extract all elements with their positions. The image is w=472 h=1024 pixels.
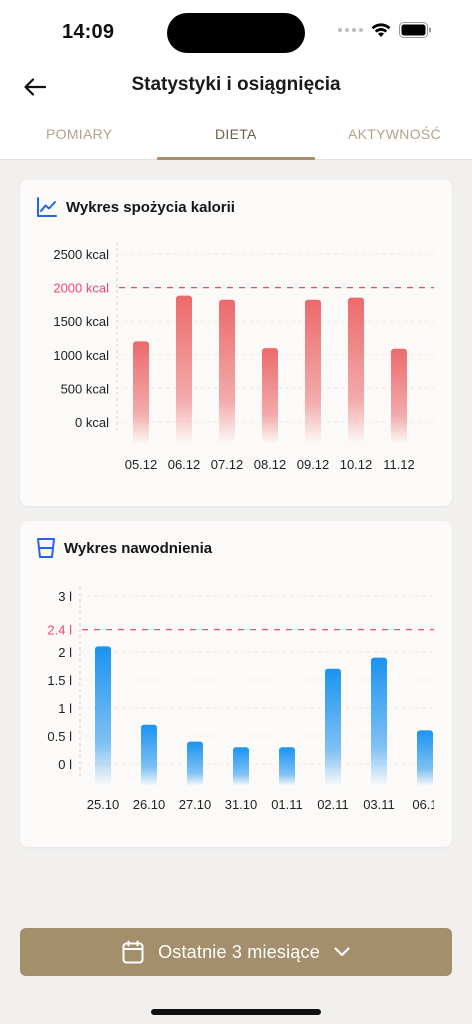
calories-card-header: Wykres spożycia kalorii: [36, 196, 235, 218]
y-tick-label: 1 l: [58, 701, 72, 716]
y-tick-label: 1000 kcal: [53, 348, 109, 363]
bar[interactable]: [95, 646, 111, 786]
bar[interactable]: [391, 348, 407, 444]
x-tick-label: 1:: [437, 457, 448, 472]
x-tick-label: 27.10: [179, 797, 212, 812]
x-tick-label: 31.10: [225, 797, 258, 812]
tab-diet[interactable]: DIETA: [215, 126, 257, 142]
bar[interactable]: [262, 348, 278, 444]
x-tick-label: 09.12: [297, 457, 330, 472]
dynamic-island: [167, 13, 305, 53]
water-glass-icon: [37, 538, 55, 558]
x-tick-label: 07.12: [211, 457, 244, 472]
calories-card: 2500 kcal 1500 kcal 1000 kcal 500 kcal 0 kca…: [20, 180, 452, 506]
x-tick-label: 01.11: [271, 797, 303, 812]
x-tick-label: 11.12: [383, 457, 415, 472]
hydration-chart: 3 l 2 l 1.5 l 1 l 0.5 l 0 l 2.4 l 25.10 26.10 27.…: [47, 587, 437, 812]
hydration-card: 3 l 2 l 1.5 l 1 l 0.5 l 0 l 2.4 l 25.10 26.10 27.…: [20, 521, 452, 847]
bar[interactable]: [233, 747, 249, 786]
tab-activity[interactable]: AKTYWNOŚĆ: [348, 126, 441, 142]
status-bar: 14:09: [0, 0, 472, 60]
bar[interactable]: [348, 297, 364, 444]
y-tick-label: 0 l: [58, 757, 72, 772]
x-tick-label: 26.10: [133, 797, 166, 812]
x-tick-label: 03.11: [363, 797, 395, 812]
chevron-down-icon: [334, 947, 350, 957]
bar[interactable]: [325, 668, 341, 786]
back-button[interactable]: [18, 70, 52, 104]
date-range-button[interactable]: Ostatnie 3 miesiące: [20, 928, 452, 976]
bar[interactable]: [133, 341, 149, 444]
tab-bar: POMIARY DIETA AKTYWNOŚĆ: [0, 112, 472, 160]
x-tick-label: 25.10: [87, 797, 120, 812]
hydration-card-title: Wykres nawodnienia: [64, 539, 213, 557]
bar[interactable]: [141, 724, 157, 786]
y-tick-label: 2 l: [58, 645, 72, 660]
status-icons: [338, 22, 432, 38]
status-time: 14:09: [62, 21, 115, 43]
y-tick-label: 1500 kcal: [53, 314, 109, 329]
bar[interactable]: [279, 747, 295, 786]
bar[interactable]: [305, 299, 321, 444]
bar[interactable]: [176, 295, 192, 444]
wifi-icon: [371, 22, 391, 37]
calendar-icon: [122, 940, 144, 964]
x-tick-label: 06.1: [412, 797, 437, 812]
home-indicator: [151, 1009, 321, 1015]
bar[interactable]: [371, 657, 387, 786]
x-tick-label: 02.11: [317, 797, 349, 812]
y-tick-label: 1.5 l: [47, 673, 72, 688]
target-label: 2.4 l: [47, 623, 72, 638]
arrow-left-icon: [24, 78, 46, 96]
y-tick-label: 0 kcal: [75, 415, 109, 430]
app-header: Statystyki i osiągnięcia POMIARY DIETA A…: [0, 60, 472, 160]
x-tick-label: 08.12: [254, 457, 287, 472]
active-tab-indicator: [157, 157, 315, 160]
x-tick-label: 06.12: [168, 457, 201, 472]
bar[interactable]: [434, 341, 450, 444]
hydration-card-header: Wykres nawodnienia: [36, 537, 212, 559]
target-label: 2000 kcal: [53, 281, 109, 296]
line-chart-icon: [37, 197, 57, 217]
calories-chart: 2500 kcal 1500 kcal 1000 kcal 500 kcal 0 kca…: [53, 242, 450, 472]
bar[interactable]: [417, 730, 433, 786]
calories-card-title: Wykres spożycia kalorii: [66, 198, 235, 216]
y-tick-label: 2500 kcal: [53, 247, 109, 262]
date-range-label: Ostatnie 3 miesiące: [158, 941, 320, 962]
y-tick-label: 500 kcal: [61, 381, 110, 396]
x-tick-label: 10.12: [340, 457, 373, 472]
y-tick-label: 3 l: [58, 589, 72, 604]
bar[interactable]: [187, 741, 203, 786]
battery-icon: [399, 22, 431, 38]
x-tick-label: 05.12: [125, 457, 158, 472]
bar[interactable]: [219, 299, 235, 444]
y-tick-label: 0.5 l: [47, 729, 72, 744]
cellular-signal-icon: [338, 28, 363, 32]
tab-measurements[interactable]: POMIARY: [46, 126, 113, 142]
page-title: Statystyki i osiągnięcia: [131, 74, 341, 95]
